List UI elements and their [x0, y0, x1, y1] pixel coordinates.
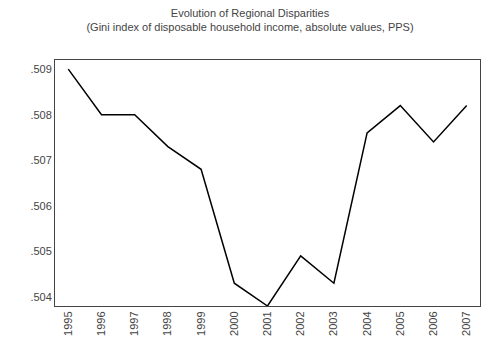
- svg-text:.508: .508: [30, 109, 51, 121]
- svg-text:.506: .506: [30, 200, 51, 212]
- svg-text:1996: 1996: [95, 311, 107, 335]
- svg-text:.505: .505: [30, 245, 51, 257]
- svg-text:2003: 2003: [327, 311, 339, 335]
- svg-text:2005: 2005: [394, 311, 406, 335]
- svg-text:1998: 1998: [161, 311, 173, 335]
- svg-text:Evolution of Regional Disparit: Evolution of Regional Disparities(Gini i…: [86, 7, 413, 33]
- svg-text:2000: 2000: [228, 311, 240, 335]
- svg-text:2007: 2007: [460, 311, 472, 335]
- svg-text:2001: 2001: [261, 311, 273, 335]
- svg-text:2002: 2002: [294, 311, 306, 335]
- svg-text:.504: .504: [30, 291, 51, 303]
- svg-text:2004: 2004: [361, 311, 373, 335]
- svg-text:1999: 1999: [195, 311, 207, 335]
- svg-text:2006: 2006: [427, 311, 439, 335]
- svg-text:1997: 1997: [128, 311, 140, 335]
- svg-text:1995: 1995: [62, 311, 74, 335]
- svg-text:.509: .509: [30, 63, 51, 75]
- svg-text:.507: .507: [30, 154, 51, 166]
